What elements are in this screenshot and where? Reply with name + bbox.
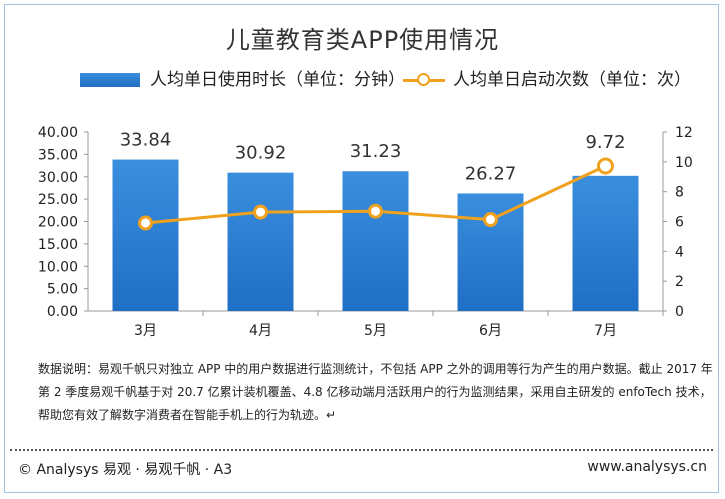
bar — [112, 159, 179, 311]
y-tick-label-left: 35.00 — [38, 147, 78, 163]
y-tick-label-left: 25.00 — [38, 192, 78, 208]
footer-url: www.analysys.cn — [587, 459, 707, 475]
bar-data-label: 26.27 — [465, 163, 517, 184]
bar-data-label: 33.84 — [120, 130, 172, 151]
bar — [227, 172, 294, 311]
footer-brand: © Analysys 易观 · 易观千帆 · A3 — [18, 462, 233, 478]
bar — [457, 193, 524, 311]
y-tick-label-left: 0.00 — [47, 304, 78, 320]
x-tick-label: 7月 — [594, 323, 617, 339]
y-tick-label-right: 6 — [675, 215, 684, 231]
footer-divider — [10, 449, 713, 451]
x-tick-label: 4月 — [249, 323, 272, 339]
line-point — [368, 203, 383, 219]
y-tick-label-left: 15.00 — [38, 237, 78, 253]
x-tick-label: 3月 — [134, 323, 157, 339]
chart-frame — [4, 4, 719, 493]
bar-data-label: 31.23 — [350, 141, 402, 162]
legend-bar-label: 人均单日使用时长（单位：分钟） — [150, 70, 405, 90]
y-tick-label-left: 10.00 — [38, 259, 78, 275]
line-point — [597, 157, 614, 175]
bar-data-label: 30.92 — [235, 143, 287, 164]
legend-bar: 人均单日使用时长（单位：分钟） — [80, 70, 405, 90]
x-tick-label: 5月 — [364, 323, 387, 339]
legend-bar-swatch — [80, 73, 140, 87]
bar — [342, 171, 409, 311]
x-tick-label: 6月 — [479, 323, 502, 339]
y-tick-label-left: 30.00 — [38, 170, 78, 186]
legend-line-swatch — [403, 73, 445, 87]
legend-line-label: 人均单日启动次数（单位：次） — [453, 70, 691, 90]
line-data-label: 9.72 — [585, 132, 625, 153]
chart-title: 儿童教育类APP使用情况 — [225, 26, 500, 54]
data-note: 数据说明：易观千帆只对独立 APP 中的用户数据进行监测统计，不包括 APP 之… — [38, 362, 713, 422]
y-tick-label-left: 20.00 — [38, 215, 78, 231]
y-tick-label-right: 4 — [675, 244, 684, 260]
y-tick-label-right: 10 — [675, 155, 693, 171]
y-tick-label-right: 0 — [675, 304, 684, 320]
line-point — [253, 204, 268, 220]
legend-line: 人均单日启动次数（单位：次） — [403, 70, 691, 90]
line-point — [138, 215, 153, 231]
y-tick-label-right: 2 — [675, 274, 684, 290]
y-tick-label-right: 8 — [675, 185, 684, 201]
line-point — [483, 212, 498, 228]
y-tick-label-left: 5.00 — [47, 282, 78, 298]
y-tick-label-right: 12 — [675, 125, 693, 141]
bar — [572, 175, 639, 311]
y-tick-label-left: 40.00 — [38, 125, 78, 141]
